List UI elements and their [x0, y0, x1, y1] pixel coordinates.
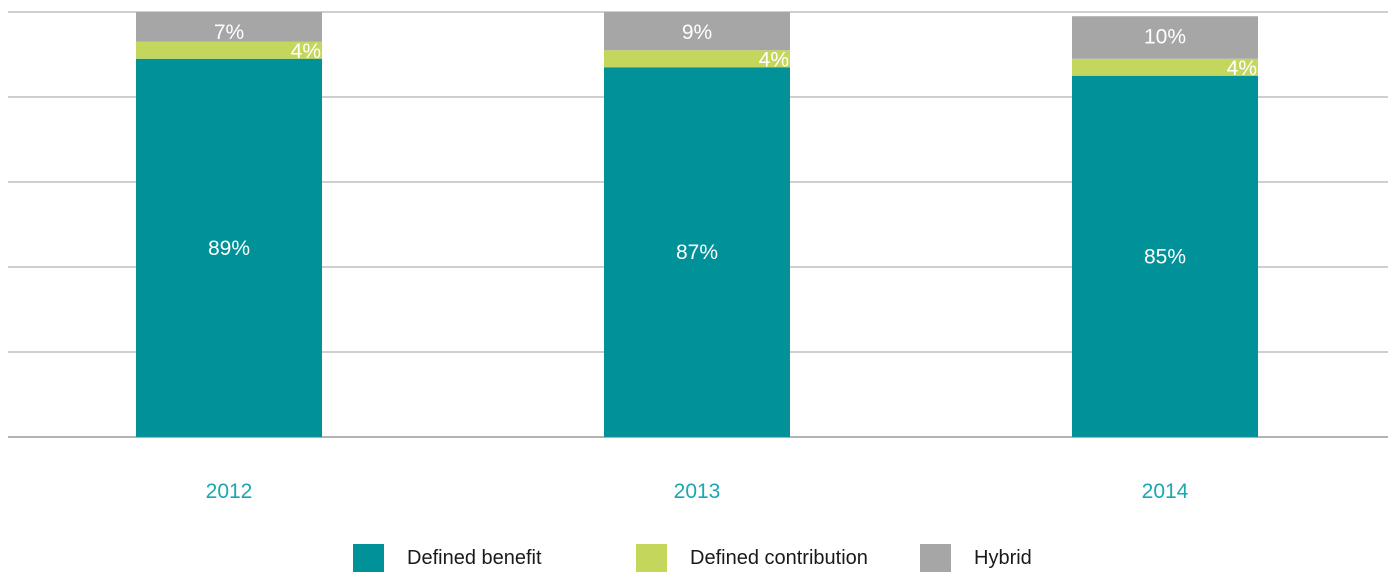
data-label-2014-defined-benefit: 85% [1144, 245, 1186, 268]
bar-2012-defined-benefit [136, 58, 322, 437]
data-label-2012-hybrid: 7% [214, 21, 244, 44]
data-label-2013-hybrid: 9% [682, 21, 712, 44]
stacked-bar-chart: 89% 4% 7% 87% 4% 9% 85% 4% 10% 2012 2013 2014 [8, 11, 1388, 503]
segment-labels: 89% 4% 7% 87% 4% 9% 85% 4% 10% [208, 21, 1257, 268]
data-label-2013-defined-contribution: 4% [759, 48, 789, 71]
legend-label-defined-contribution: Defined contribution [690, 547, 868, 569]
data-label-2013-defined-benefit: 87% [676, 241, 718, 264]
bar-2012-hybrid [136, 12, 322, 42]
bar-2013-defined-benefit [604, 67, 790, 437]
chart-legend: Defined benefit Defined contribution Hyb… [0, 541, 1388, 572]
bar-2013-hybrid [604, 12, 790, 51]
x-tick-label-2014: 2014 [1142, 480, 1189, 503]
legend-label-defined-benefit: Defined benefit [407, 547, 542, 569]
bar-2012-defined-contribution [136, 41, 322, 59]
data-label-2014-hybrid: 10% [1144, 25, 1186, 48]
bars [136, 12, 1258, 437]
data-label-2012-defined-benefit: 89% [208, 237, 250, 260]
legend-label-hybrid: Hybrid [974, 547, 1032, 569]
x-tick-label-2013: 2013 [674, 480, 721, 503]
data-label-2014-defined-contribution: 4% [1227, 57, 1257, 80]
legend-swatch-hybrid [920, 544, 951, 572]
bar-2014-hybrid [1072, 16, 1258, 59]
bar-2013-defined-contribution [604, 50, 790, 68]
legend-swatch-defined-contribution [636, 544, 667, 572]
data-label-2012-defined-contribution: 4% [291, 40, 321, 63]
legend-swatch-defined-benefit [353, 544, 384, 572]
x-tick-label-2012: 2012 [206, 480, 253, 503]
bar-2014-defined-contribution [1072, 58, 1258, 76]
x-axis: 2012 2013 2014 [206, 480, 1189, 503]
bar-2014-defined-benefit [1072, 75, 1258, 437]
